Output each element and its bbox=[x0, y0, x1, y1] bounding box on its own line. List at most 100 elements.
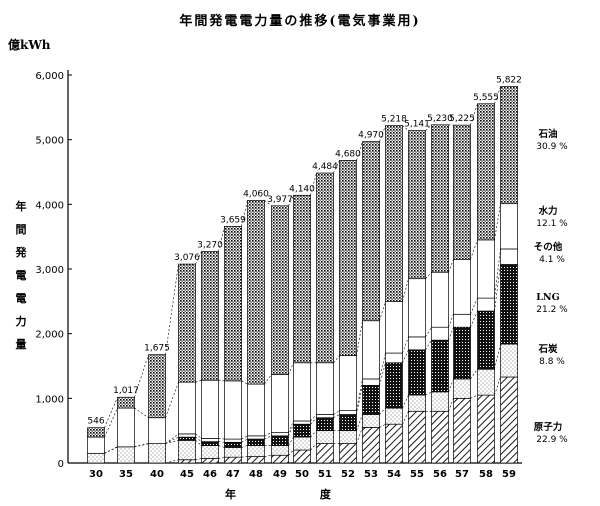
bar-segment bbox=[316, 362, 334, 415]
bar-segment bbox=[293, 420, 311, 425]
bar-segment bbox=[339, 414, 357, 432]
x-tick-label: 49 bbox=[273, 469, 287, 480]
connector-line bbox=[288, 436, 294, 446]
bar-segment bbox=[316, 414, 334, 419]
bar-segment bbox=[477, 103, 495, 241]
bar-segment bbox=[271, 435, 289, 446]
bar-segment bbox=[500, 86, 518, 205]
bar-segment bbox=[385, 423, 403, 464]
x-tick-label: 55 bbox=[410, 469, 424, 480]
y-tick-label: 4,000 bbox=[35, 200, 64, 211]
bar-segment bbox=[271, 374, 289, 433]
connector-line bbox=[356, 378, 363, 411]
connector-line bbox=[218, 226, 225, 252]
bar-segment bbox=[247, 438, 265, 446]
legend-name: 水力 bbox=[538, 205, 557, 217]
connector-line bbox=[425, 272, 432, 279]
connector-line bbox=[356, 141, 363, 161]
connector-line bbox=[494, 248, 501, 299]
bar-segment bbox=[148, 354, 166, 419]
connector-line bbox=[425, 124, 432, 131]
y-tick-label: 2,000 bbox=[35, 330, 64, 341]
connector-line bbox=[402, 349, 409, 363]
bar-segment bbox=[224, 441, 242, 448]
bar-segment bbox=[453, 397, 471, 464]
bar-segment bbox=[178, 381, 196, 435]
bar-segment bbox=[178, 440, 196, 461]
connector-line bbox=[379, 125, 386, 142]
legend-name: LNG bbox=[536, 292, 559, 303]
connector-line bbox=[425, 339, 432, 350]
connector-line bbox=[241, 438, 248, 443]
x-tick-label: 56 bbox=[433, 469, 447, 480]
bar-segment bbox=[178, 459, 196, 464]
connector-line bbox=[470, 369, 478, 380]
connector-line bbox=[448, 259, 454, 273]
bar-segment bbox=[477, 297, 495, 312]
x-tick-label: 47 bbox=[226, 469, 240, 480]
connector-line bbox=[264, 432, 272, 437]
labels: 30 546 35 1,017 40 1,675 45 3,076 46 3,270 47 3,659… bbox=[87, 76, 568, 480]
bar-segment bbox=[224, 380, 242, 440]
bar-segment bbox=[385, 362, 403, 409]
bar-segment bbox=[339, 443, 357, 464]
connector-line bbox=[310, 443, 317, 451]
connector-line bbox=[470, 310, 478, 328]
connector-line bbox=[333, 410, 340, 415]
connector-line bbox=[165, 264, 179, 355]
bar-segment bbox=[293, 362, 311, 422]
connector-line bbox=[470, 394, 478, 399]
connector-line bbox=[356, 320, 363, 356]
connector-line bbox=[165, 440, 179, 444]
bar-segment bbox=[316, 443, 334, 464]
x-tick-label: 48 bbox=[249, 469, 263, 480]
bar-segment bbox=[224, 226, 242, 382]
bar-segment bbox=[271, 454, 289, 464]
connector-line bbox=[470, 239, 478, 260]
x-tick-label: 45 bbox=[180, 469, 194, 480]
legend-share: 8.8 % bbox=[539, 357, 565, 367]
y-axis-label: 年間発電電力量 bbox=[15, 200, 27, 351]
bar-segment bbox=[316, 172, 334, 364]
bar-segment bbox=[362, 141, 380, 322]
bar-segment bbox=[362, 414, 380, 428]
bar-segment bbox=[339, 430, 357, 444]
bar-segment bbox=[408, 349, 426, 396]
bar-segment bbox=[247, 456, 265, 464]
bar-segment bbox=[408, 130, 426, 280]
total-label: 4,140 bbox=[289, 184, 315, 194]
x-tick-label: 53 bbox=[364, 469, 378, 480]
total-label: 4,970 bbox=[358, 131, 384, 141]
bar-segment bbox=[500, 203, 518, 250]
connector-line bbox=[134, 354, 149, 398]
connector-line bbox=[402, 125, 409, 131]
total-label: 3,659 bbox=[220, 215, 246, 225]
connector-line bbox=[195, 379, 202, 383]
bar-segment bbox=[431, 326, 449, 341]
connector-line bbox=[379, 301, 386, 321]
connector-line bbox=[494, 86, 501, 104]
y-tick-label: 5,000 bbox=[35, 136, 64, 147]
x-tick-label: 58 bbox=[479, 469, 493, 480]
bar-segment bbox=[316, 430, 334, 444]
x-tick-label: 54 bbox=[387, 469, 401, 480]
bar-segment bbox=[453, 326, 471, 380]
bars bbox=[87, 86, 518, 464]
x-tick-label: 35 bbox=[119, 469, 133, 480]
bar-segment bbox=[385, 300, 403, 354]
bar-segment bbox=[385, 407, 403, 425]
total-label: 5,230 bbox=[427, 114, 453, 124]
total-label: 4,060 bbox=[243, 189, 269, 199]
bar-segment bbox=[117, 396, 135, 409]
bar-segment bbox=[148, 443, 166, 464]
bar-segment bbox=[500, 248, 518, 265]
connector-line bbox=[402, 394, 409, 409]
connector-line bbox=[379, 352, 386, 380]
connector-line bbox=[195, 433, 202, 439]
legend-name: その他 bbox=[534, 241, 563, 253]
connector-line bbox=[402, 278, 409, 302]
bar-segment bbox=[362, 378, 380, 386]
total-label: 1,017 bbox=[113, 386, 139, 396]
bar-segment bbox=[500, 343, 518, 378]
